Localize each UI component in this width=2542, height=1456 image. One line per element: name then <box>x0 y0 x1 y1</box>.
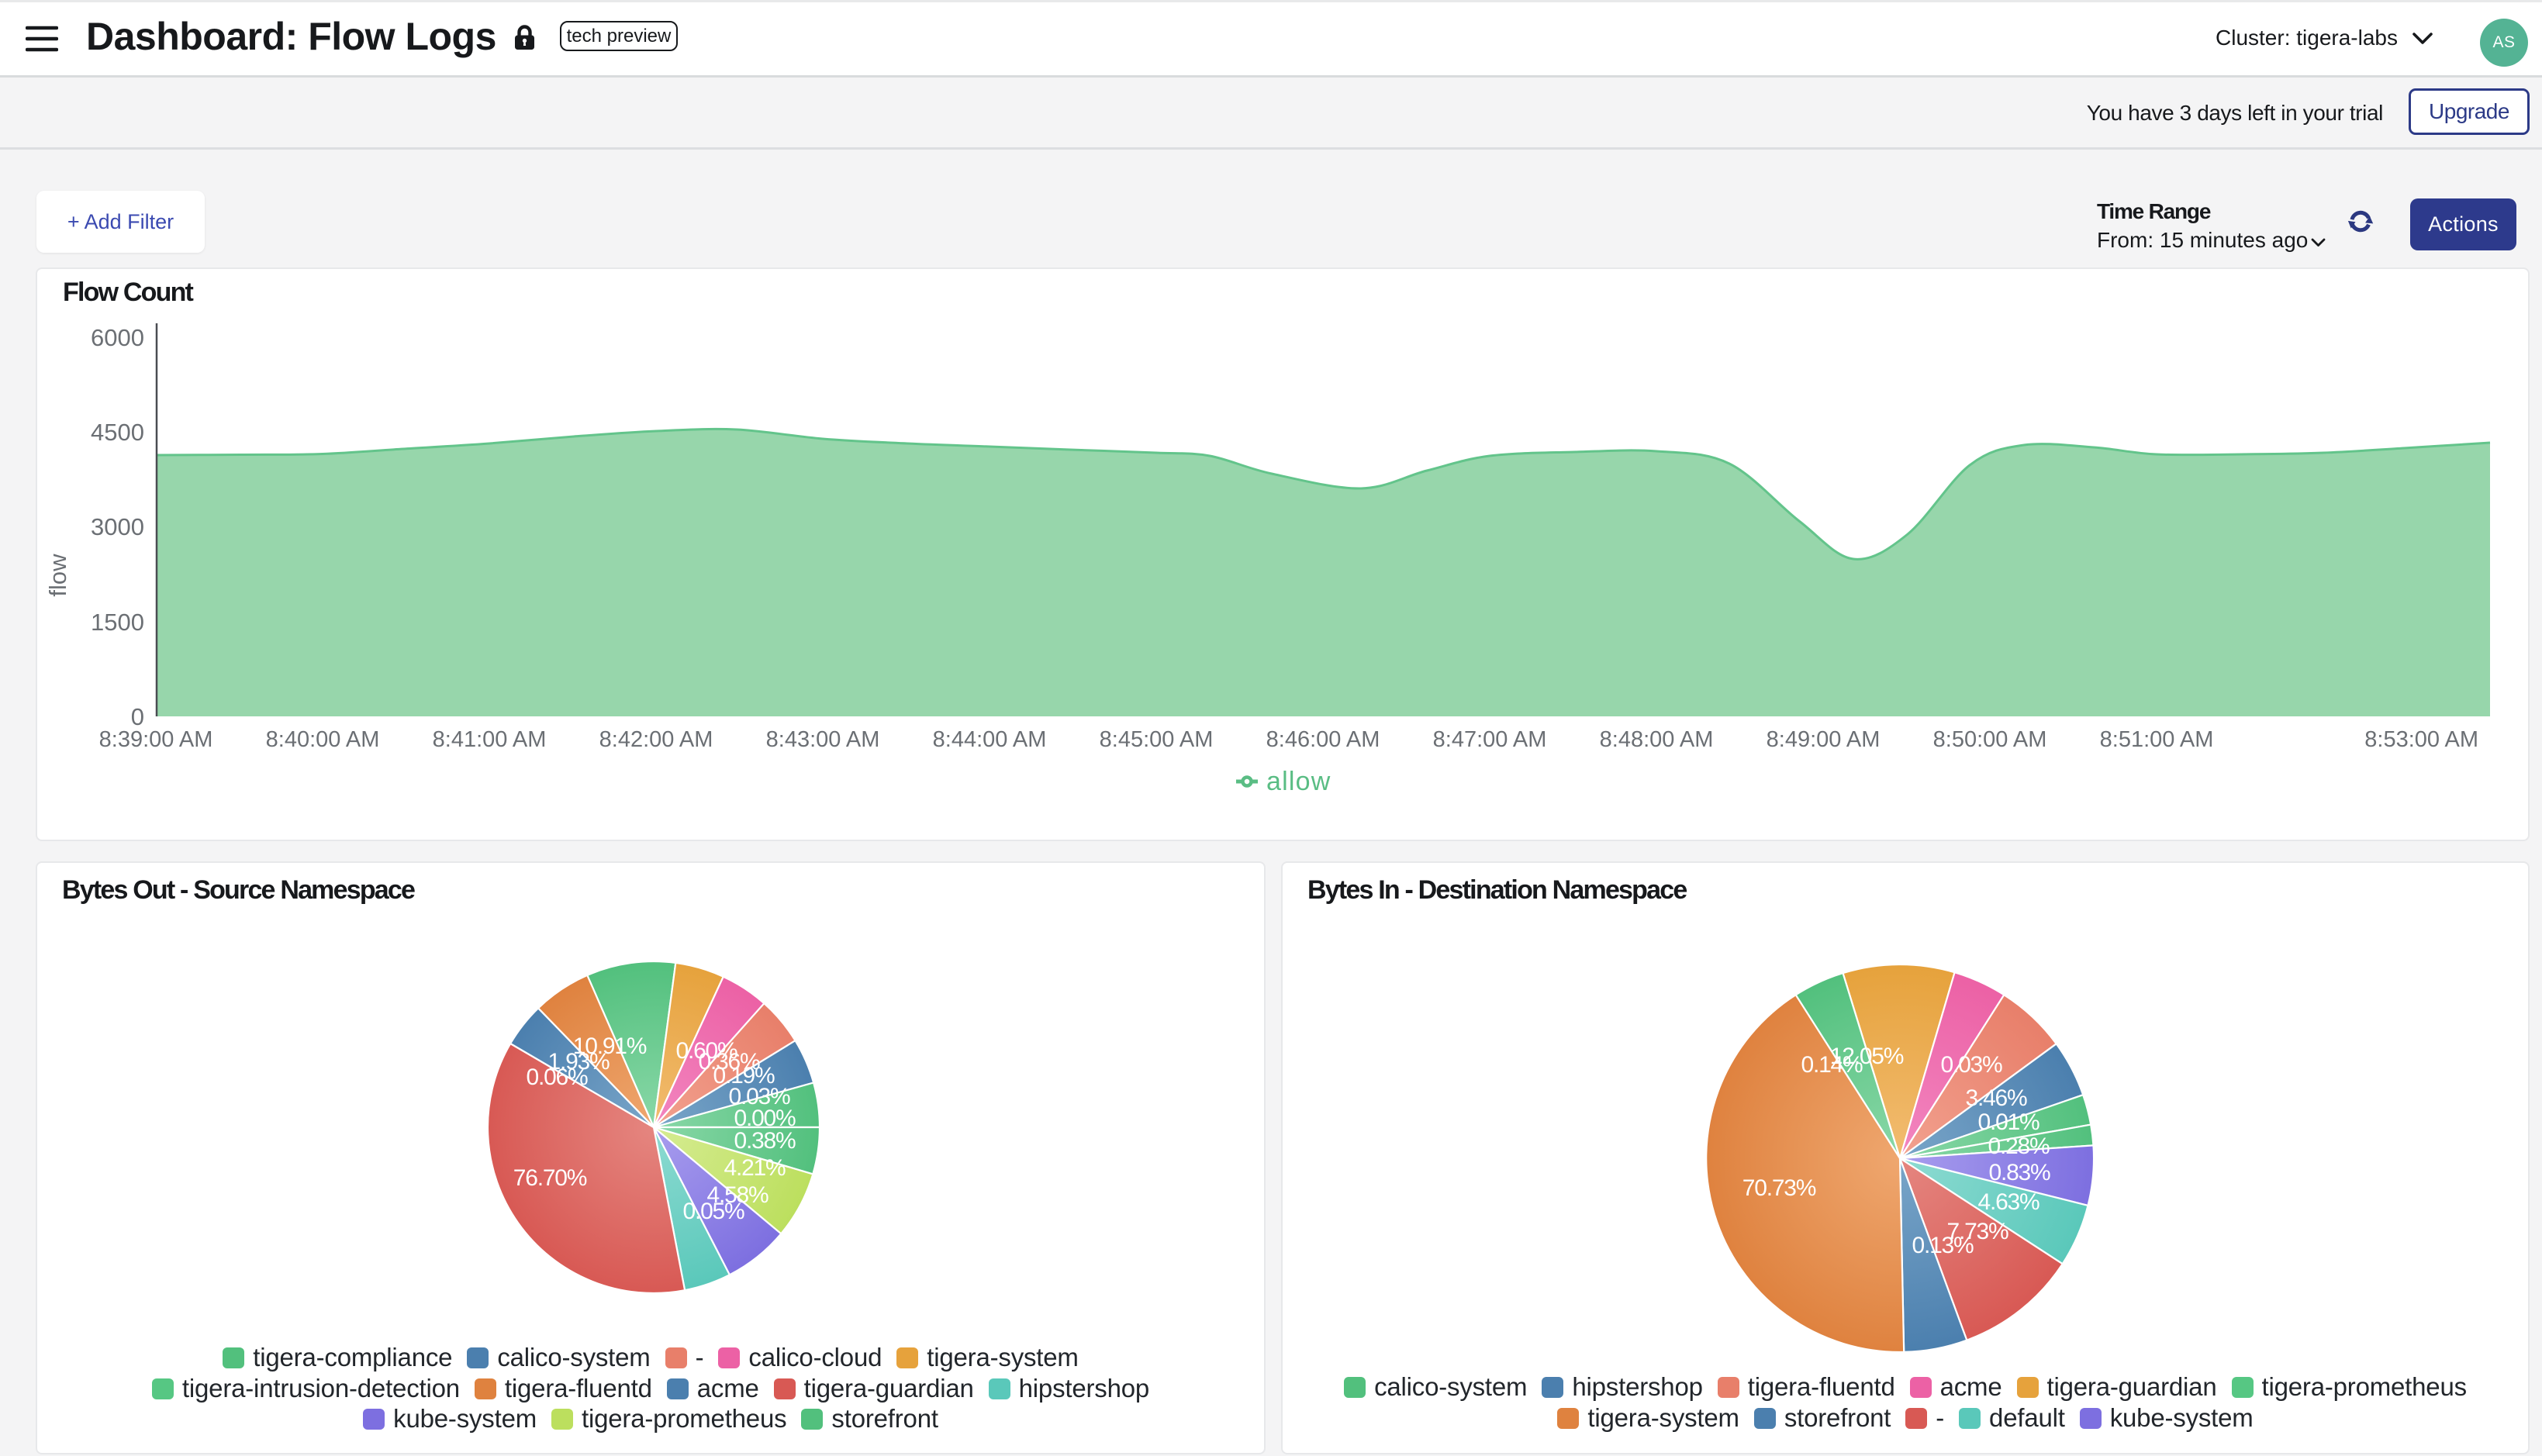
svg-text:0.28%: 0.28% <box>1988 1133 2050 1159</box>
svg-text:8:42:00 AM: 8:42:00 AM <box>599 727 713 752</box>
svg-text:4.21%: 4.21% <box>724 1155 786 1181</box>
svg-text:8:41:00 AM: 8:41:00 AM <box>433 727 547 752</box>
svg-text:0.01%: 0.01% <box>1977 1109 2039 1135</box>
svg-text:8:45:00 AM: 8:45:00 AM <box>1100 727 1214 752</box>
svg-text:12.05%: 12.05% <box>1830 1044 1904 1069</box>
svg-text:1.93%: 1.93% <box>547 1049 610 1075</box>
svg-text:0.38%: 0.38% <box>734 1128 796 1154</box>
svg-text:0.06%: 0.06% <box>526 1064 588 1090</box>
svg-text:8:50:00 AM: 8:50:00 AM <box>1933 727 2047 752</box>
svg-text:4500: 4500 <box>91 419 144 446</box>
svg-text:8:44:00 AM: 8:44:00 AM <box>933 727 1047 752</box>
svg-text:0.19%: 0.19% <box>713 1063 775 1089</box>
svg-text:4.58%: 4.58% <box>706 1182 768 1208</box>
svg-text:8:39:00 AM: 8:39:00 AM <box>99 727 213 752</box>
svg-text:0.00%: 0.00% <box>734 1106 796 1131</box>
svg-text:10.91%: 10.91% <box>573 1033 647 1059</box>
svg-text:76.70%: 76.70% <box>513 1165 587 1191</box>
svg-text:0: 0 <box>131 703 144 730</box>
svg-text:8:53:00 AM: 8:53:00 AM <box>2364 727 2478 752</box>
svg-text:1500: 1500 <box>91 609 144 636</box>
svg-text:0.14%: 0.14% <box>1801 1052 1863 1078</box>
svg-text:8:47:00 AM: 8:47:00 AM <box>1433 727 1547 752</box>
svg-text:0.03%: 0.03% <box>728 1084 790 1109</box>
svg-text:3.46%: 3.46% <box>1965 1085 2027 1111</box>
svg-text:0.60%: 0.60% <box>675 1038 737 1064</box>
svg-text:8:48:00 AM: 8:48:00 AM <box>1600 727 1714 752</box>
svg-text:flow: flow <box>44 554 71 597</box>
svg-text:8:51:00 AM: 8:51:00 AM <box>2100 727 2214 752</box>
svg-text:8:40:00 AM: 8:40:00 AM <box>266 727 380 752</box>
svg-text:3000: 3000 <box>91 513 144 540</box>
svg-text:8:49:00 AM: 8:49:00 AM <box>1767 727 1881 752</box>
svg-text:7.73%: 7.73% <box>1946 1219 2008 1244</box>
svg-text:6000: 6000 <box>91 324 144 351</box>
svg-text:8:43:00 AM: 8:43:00 AM <box>766 727 880 752</box>
svg-text:0.03%: 0.03% <box>1940 1052 2002 1078</box>
svg-text:4.63%: 4.63% <box>1977 1189 2039 1215</box>
svg-text:0.05%: 0.05% <box>682 1199 744 1224</box>
svg-text:0.13%: 0.13% <box>1912 1233 1974 1258</box>
svg-text:allow: allow <box>1266 767 1331 796</box>
svg-text:70.73%: 70.73% <box>1742 1175 1816 1201</box>
svg-text:0.83%: 0.83% <box>1988 1160 2050 1185</box>
svg-text:8:46:00 AM: 8:46:00 AM <box>1266 727 1380 752</box>
svg-text:0.36%: 0.36% <box>698 1049 760 1075</box>
